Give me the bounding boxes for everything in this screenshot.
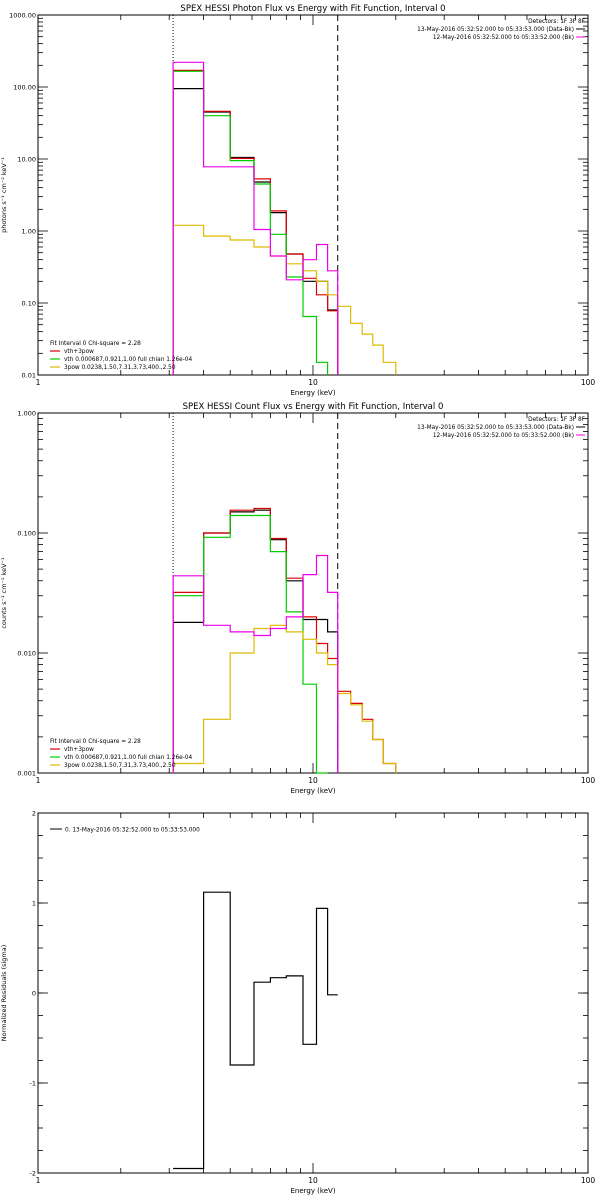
x-tick-label: 1	[36, 378, 41, 387]
y-tick-label: 1.00	[22, 228, 36, 236]
chart-title: SPEX HESSI Count Flux vs Energy with Fit…	[183, 402, 444, 412]
x-axis-label: Energy (keV)	[290, 389, 335, 397]
x-tick-label: 10	[308, 1176, 318, 1185]
x-tick-label: 1	[36, 1176, 41, 1185]
header-line-bk: 12-May-2016 05:32:52.000 to 05:33:52.000…	[433, 35, 574, 41]
x-tick-label: 10	[308, 776, 318, 785]
plot-frame	[37, 812, 589, 1174]
y-tick-label: -1	[30, 1080, 36, 1088]
y-tick-label: 0.001	[17, 770, 36, 778]
y-tick-label: 2	[32, 810, 36, 818]
y-tick-label: 1	[32, 900, 36, 908]
legend-label: vth+3pow	[64, 349, 94, 355]
legend-label: 3pow 0.0238,1.50,7.31,3.73,400.,2.50	[64, 763, 176, 769]
x-axis-label: Energy (keV)	[290, 787, 335, 795]
legend-label: 3pow 0.0238,1.50,7.31,3.73,400.,2.50	[64, 365, 176, 371]
x-tick-label: 100	[581, 378, 596, 387]
y-axis-label: Normalized Residuals (sigma)	[0, 945, 8, 1042]
y-axis-label: photons s⁻¹ cm⁻² keV⁻¹	[0, 157, 8, 233]
plot-frame	[37, 412, 589, 774]
y-tick-label: 1000.00	[9, 12, 36, 20]
header-line-data: 13-May-2016 05:32:52.000 to 05:33:53.000…	[417, 27, 574, 33]
plot-frame	[37, 14, 589, 376]
residual-legend-label: 0. 13-May-2016 05:32:52.000 to 05:33:53.…	[65, 828, 200, 834]
y-tick-label: 10.00	[17, 156, 36, 164]
detectors-label: Detectors: 1F 3F 8F	[528, 417, 585, 423]
detectors-label: Detectors: 1F 3F 8F	[528, 19, 585, 25]
series-line-0	[172, 87, 339, 375]
y-tick-label: 0.100	[17, 530, 36, 538]
series-line-4	[172, 61, 339, 375]
header-line-bk: 12-May-2016 05:32:52.000 to 05:33:52.000…	[433, 433, 574, 439]
header-line-data: 13-May-2016 05:32:52.000 to 05:33:53.000…	[417, 425, 574, 431]
x-tick-label: 1	[36, 776, 41, 785]
y-tick-label: -2	[30, 1170, 36, 1178]
legend-label: vth 0.000687,0.921,1.00 full chian 1.26e…	[64, 357, 192, 363]
y-tick-label: 0.010	[17, 650, 36, 658]
x-tick-label: 100	[581, 1176, 596, 1185]
y-axis-label: counts s⁻¹ cm⁻² keV⁻¹	[0, 557, 8, 629]
y-tick-label: 0	[32, 990, 36, 998]
fit-interval-text: Fit Interval 0 Chi-square = 2.28	[50, 739, 141, 745]
x-tick-label: 100	[581, 776, 596, 785]
legend-label: vth+3pow	[64, 747, 94, 753]
y-tick-label: 1.000	[17, 410, 36, 418]
chart-panel-0: SPEX HESSI Photon Flux vs Energy with Fi…	[0, 4, 595, 397]
series-line-3	[172, 624, 397, 773]
y-tick-label: 100.00	[13, 84, 36, 92]
fit-interval-text: Fit Interval 0 Chi-square = 2.28	[50, 341, 141, 347]
series-line-1	[172, 507, 397, 773]
y-tick-label: 0.01	[22, 372, 36, 380]
x-tick-label: 10	[308, 378, 318, 387]
series-line-2	[172, 70, 329, 375]
series-line-0	[172, 509, 339, 773]
series-line-0	[173, 891, 338, 1170]
legend-label: vth 0.000687,0.921,1.00 full chian 1.26e…	[64, 755, 192, 761]
chart-panel-2: 1 10 100 -2 -1 0 1 2 Energy (keV) Normalized Resi…	[0, 810, 595, 1196]
series-line-2	[172, 514, 328, 774]
series-line-4	[172, 554, 339, 773]
chart-title: SPEX HESSI Photon Flux vs Energy with Fi…	[180, 4, 445, 14]
chart-panel-1: SPEX HESSI Count Flux vs Energy with Fit…	[0, 402, 595, 795]
series-line-3	[172, 224, 397, 375]
y-tick-label: 0.10	[22, 300, 36, 308]
x-axis-label: Energy (keV)	[290, 1187, 335, 1195]
series-line-1	[172, 69, 339, 375]
